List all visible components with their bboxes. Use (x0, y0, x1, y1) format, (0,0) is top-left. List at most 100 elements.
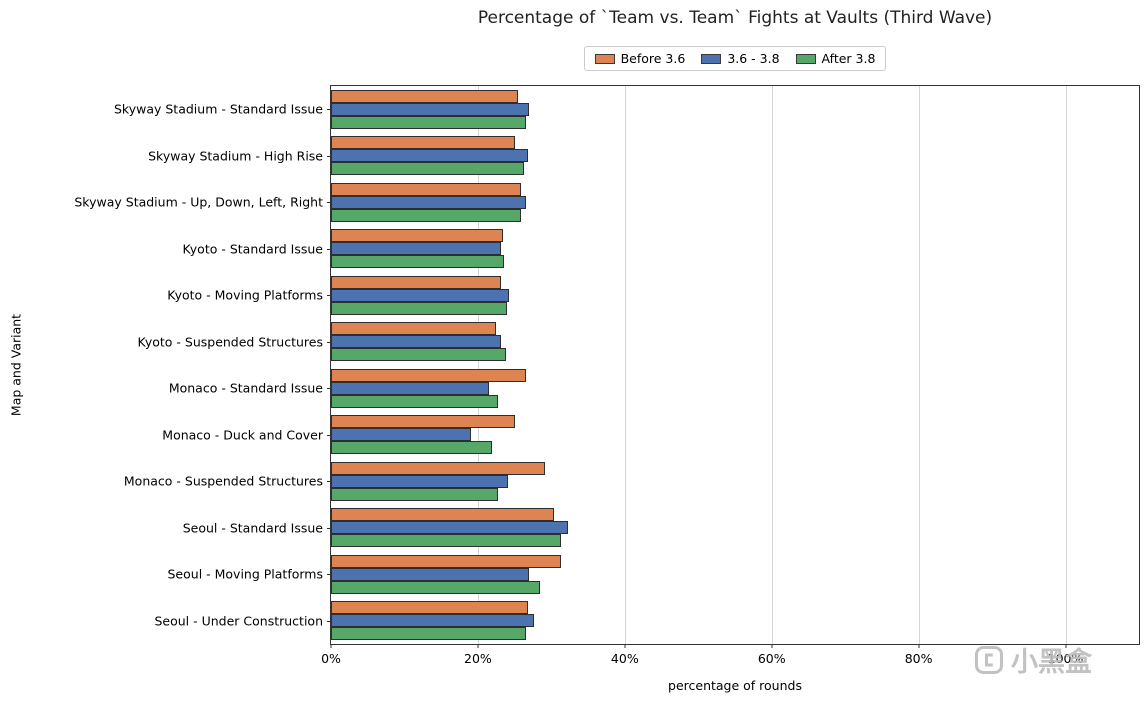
y-category-label: Kyoto - Moving Platforms (167, 287, 323, 303)
gridline (771, 86, 773, 644)
y-tick-mark (327, 388, 331, 390)
y-category-label: Skyway Stadium - High Rise (148, 148, 323, 164)
bar (331, 580, 540, 594)
y-tick-mark (327, 109, 331, 111)
gridline (477, 86, 479, 644)
bar (331, 487, 498, 501)
gridline (1065, 86, 1067, 644)
bar-group (331, 365, 1139, 412)
bar (331, 554, 561, 568)
bar (331, 102, 530, 116)
bar (331, 521, 568, 535)
bars-layer (331, 86, 1139, 644)
x-tick-mark (477, 644, 479, 648)
bar (331, 601, 528, 615)
y-axis-label: Map and Variant (8, 313, 24, 417)
bar (331, 428, 472, 442)
bar (331, 627, 526, 641)
bar (331, 162, 525, 176)
x-axis-label: percentage of rounds (668, 678, 802, 693)
legend: Before 3.6 3.6 - 3.8 After 3.8 (330, 46, 1140, 71)
y-category-label: Monaco - Duck and Cover (162, 427, 323, 443)
bar (331, 255, 504, 269)
bar-group (331, 86, 1139, 133)
x-tick-mark (330, 644, 332, 648)
gridline (918, 86, 920, 644)
bar (331, 348, 506, 362)
bar (331, 229, 503, 243)
y-category-label: Seoul - Moving Platforms (167, 566, 324, 582)
bar (331, 474, 509, 488)
y-category-label: Kyoto - Standard Issue (182, 241, 323, 257)
bar (331, 534, 561, 548)
legend-swatch-before (594, 53, 615, 64)
y-category-label: Skyway Stadium - Standard Issue (113, 101, 323, 117)
y-category-label: Seoul - Under Construction (154, 613, 323, 629)
y-tick-mark (327, 481, 331, 483)
bar (331, 301, 508, 315)
bar-group (331, 505, 1139, 552)
legend-item-mid: 3.6 - 3.8 (701, 51, 780, 66)
y-tick-mark (327, 574, 331, 576)
y-tick-mark (327, 341, 331, 343)
bar-group (331, 458, 1139, 505)
y-tick-mark (327, 620, 331, 622)
bar (331, 322, 496, 336)
legend-label-mid: 3.6 - 3.8 (727, 51, 780, 66)
bar (331, 394, 499, 408)
bar (331, 567, 529, 581)
x-tick-label: 20% (464, 651, 492, 666)
plot-area: Skyway Stadium - Standard Issue Skyway St… (74, 85, 1140, 666)
legend-box: Before 3.6 3.6 - 3.8 After 3.8 (583, 46, 887, 71)
heybox-logo-icon (975, 645, 1003, 674)
x-tick-mark (918, 644, 920, 648)
x-tick-mark (771, 644, 773, 648)
y-category-label: Monaco - Suspended Structures (123, 473, 323, 489)
y-tick-mark (327, 295, 331, 297)
y-tick-mark (327, 248, 331, 250)
bar (331, 195, 526, 209)
bar (331, 182, 521, 196)
bar-group (331, 551, 1139, 598)
bar (331, 368, 527, 382)
legend-item-before: Before 3.6 (594, 51, 686, 66)
y-tick-mark (327, 527, 331, 529)
y-tick-mark (327, 202, 331, 204)
bar (331, 89, 519, 103)
bar (331, 208, 522, 222)
legend-label-after: After 3.8 (821, 51, 876, 66)
bar (331, 275, 502, 289)
bar (331, 149, 528, 163)
bar-group (331, 272, 1139, 319)
bar (331, 115, 526, 129)
chart-title: Percentage of `Team vs. Team` Fights at … (477, 8, 993, 28)
legend-label-before: Before 3.6 (620, 51, 686, 66)
x-tick-mark (624, 644, 626, 648)
y-category-label: Kyoto - Suspended Structures (137, 334, 323, 350)
bar (331, 242, 502, 256)
legend-swatch-mid (701, 53, 722, 64)
bar (331, 441, 492, 455)
x-tick-label: 40% (610, 651, 639, 666)
legend-swatch-after (795, 53, 816, 64)
x-tick-label: 80% (904, 651, 933, 666)
gridlines (331, 86, 1139, 644)
bar (331, 415, 516, 429)
x-tick-label: 100% (1047, 651, 1084, 666)
gridline (624, 86, 626, 644)
bar (331, 335, 502, 349)
bar-group (331, 226, 1139, 273)
x-tick-label: 0% (321, 651, 341, 666)
bar (331, 508, 554, 522)
bar (331, 288, 510, 302)
x-tick-mark (1065, 644, 1067, 648)
y-category-label: Monaco - Standard Issue (168, 380, 323, 396)
bar (331, 136, 515, 150)
bar-group (331, 319, 1139, 366)
bar-group (331, 179, 1139, 226)
bar-group (331, 412, 1139, 459)
bar-group (331, 133, 1139, 180)
bar (331, 614, 535, 628)
y-tick-mark (327, 155, 331, 157)
